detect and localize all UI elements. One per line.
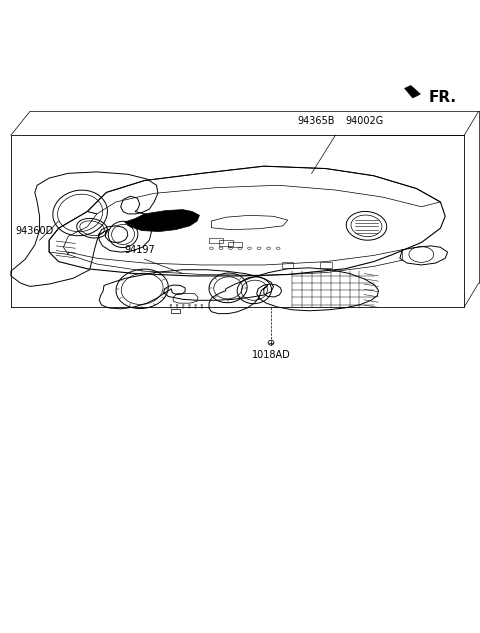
Polygon shape [405,85,420,98]
Polygon shape [124,210,199,232]
Text: 94365B: 94365B [298,116,335,125]
Text: 94360D: 94360D [16,227,54,236]
Text: 94197: 94197 [124,246,155,256]
Text: 1018AD: 1018AD [252,350,290,360]
Text: FR.: FR. [429,91,456,105]
Text: 94002G: 94002G [345,116,383,125]
